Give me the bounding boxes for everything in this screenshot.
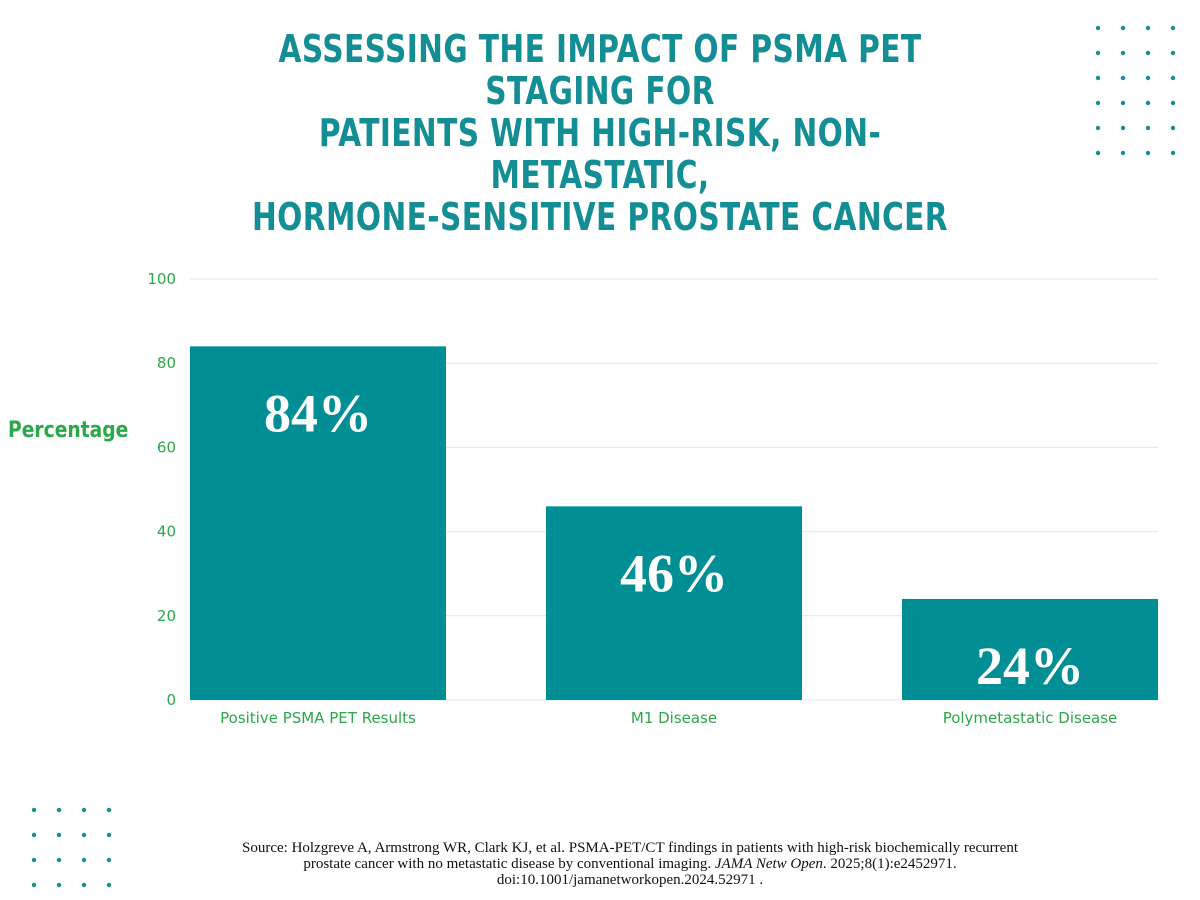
y-tick-label: 0 <box>166 691 176 709</box>
y-axis-label: Percentage <box>8 418 129 443</box>
decorative-dot <box>106 832 112 838</box>
decorative-dot <box>1170 100 1176 106</box>
bar-data-label: 46% <box>620 543 728 603</box>
decorative-dot <box>1170 25 1176 31</box>
decorative-dot <box>1120 100 1126 106</box>
decorative-dot <box>1120 50 1126 56</box>
decorative-dot <box>1145 75 1151 81</box>
decorative-dot <box>1095 125 1101 131</box>
decorative-dot <box>1120 75 1126 81</box>
dot-pattern-bottom-left <box>31 807 112 888</box>
bar-data-label: 84% <box>264 383 372 443</box>
y-tick-label: 40 <box>157 523 176 541</box>
source-journal: JAMA Netw Open <box>714 856 823 872</box>
decorative-dot <box>106 857 112 863</box>
decorative-dot <box>81 857 87 863</box>
decorative-dot <box>1120 25 1126 31</box>
decorative-dot <box>31 882 37 888</box>
chart-title-line-2: PATIENTS WITH HIGH-RISK, NON-METASTATIC, <box>318 111 882 197</box>
chart-title-line-1: ASSESSING THE IMPACT OF PSMA PET STAGING… <box>278 27 922 113</box>
decorative-dot <box>31 807 37 813</box>
bar-data-label: 24% <box>976 636 1084 696</box>
source-citation: Source: Holzgreve A, Armstrong WR, Clark… <box>140 840 1120 888</box>
source-line-1: Source: Holzgreve A, Armstrong WR, Clark… <box>242 840 1018 856</box>
decorative-dot <box>81 832 87 838</box>
decorative-dot <box>81 807 87 813</box>
y-tick-label: 20 <box>157 607 176 625</box>
decorative-dot <box>1145 25 1151 31</box>
decorative-dot <box>1145 150 1151 156</box>
source-line-3: doi:10.1001/jamanetworkopen.2024.52971 . <box>496 872 764 888</box>
decorative-dot <box>1145 50 1151 56</box>
decorative-dot <box>1170 50 1176 56</box>
decorative-dot <box>1095 50 1101 56</box>
y-tick-label: 60 <box>157 438 176 456</box>
x-category-label: Positive PSMA PET Results <box>220 709 416 727</box>
source-line-2-prefix: prostate cancer with no metastatic disea… <box>303 856 712 872</box>
x-category-label: Polymetastatic Disease <box>943 709 1118 727</box>
decorative-dot <box>31 832 37 838</box>
chart-title: ASSESSING THE IMPACT OF PSMA PET STAGING… <box>249 28 951 238</box>
bar <box>902 598 1158 700</box>
decorative-dot <box>1145 125 1151 131</box>
y-tick-label: 100 <box>147 270 176 288</box>
dot-pattern-top-right <box>1095 25 1176 156</box>
decorative-dot <box>1095 100 1101 106</box>
decorative-dot <box>1095 25 1101 31</box>
decorative-dot <box>1095 75 1101 81</box>
y-tick-label: 80 <box>157 354 176 372</box>
x-category-label: M1 Disease <box>631 709 717 727</box>
decorative-dot <box>56 832 62 838</box>
chart-title-line-3: HORMONE-SENSITIVE PROSTATE CANCER <box>251 195 949 239</box>
decorative-dot <box>1170 150 1176 156</box>
decorative-dot <box>106 882 112 888</box>
decorative-dot <box>81 882 87 888</box>
bar <box>190 346 446 700</box>
decorative-dot <box>56 882 62 888</box>
decorative-dot <box>1145 100 1151 106</box>
bar <box>546 506 802 700</box>
decorative-dot <box>1170 75 1176 81</box>
decorative-dot <box>1120 125 1126 131</box>
decorative-dot <box>106 807 112 813</box>
decorative-dot <box>56 807 62 813</box>
decorative-dot <box>1170 125 1176 131</box>
source-line-2-suffix: . 2025;8(1):e2452971. <box>822 856 957 872</box>
decorative-dot <box>31 857 37 863</box>
decorative-dot <box>56 857 62 863</box>
decorative-dot <box>1120 150 1126 156</box>
source-line-2: prostate cancer with no metastatic disea… <box>140 856 1120 872</box>
decorative-dot <box>1095 150 1101 156</box>
